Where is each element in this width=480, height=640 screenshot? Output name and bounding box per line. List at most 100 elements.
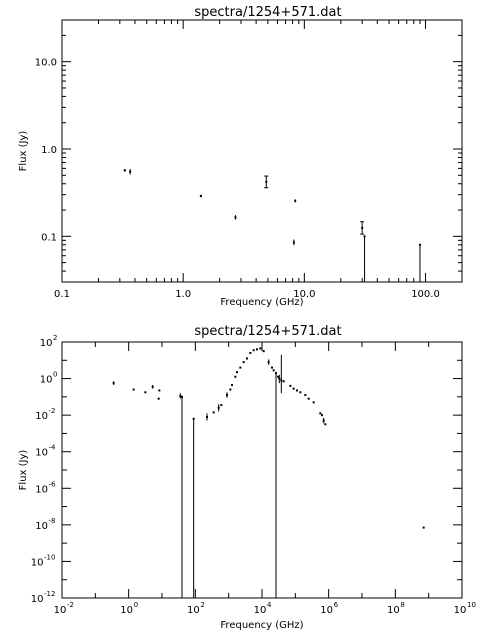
y-tick-exponent: 2 [53,334,57,342]
data-point [239,366,242,369]
chart-top-points [123,169,421,282]
data-point [158,389,161,392]
x-tick-label: 100.0 [411,289,440,300]
data-point [249,351,252,354]
data-point [307,397,310,400]
y-tick-label: 0.1 [41,232,57,243]
chart-top-ylabel: Flux (Jy) [18,131,29,172]
data-point [231,383,233,386]
x-tick-exponent: 0 [134,601,138,609]
chart-bottom-ylabel: Flux (Jy) [18,450,29,491]
y-tick-label: 1.0 [41,145,57,156]
data-point [242,361,245,364]
x-tick-exponent: 6 [334,601,339,609]
chart-bottom: spectra/1254+571.dat 10 -2 10 0 10 2 10 4 10 6 10 8… [18,324,476,631]
y-tick-label: 10 [40,375,53,386]
x-tick-exponent: -2 [67,601,74,609]
data-point [277,375,279,378]
data-point [217,404,220,412]
y-tick-label: 10 [31,557,44,568]
data-point [418,243,421,282]
data-point [294,199,297,203]
data-point [322,417,325,424]
data-point [252,349,255,352]
data-point [220,404,223,407]
data-point [236,371,238,374]
y-tick-label: 10 [35,411,48,422]
data-point [275,372,277,598]
x-tick-label: 10.0 [293,289,315,300]
data-point [271,366,273,369]
y-tick-exponent: -8 [49,517,56,525]
data-point [199,194,202,198]
y-tick-exponent: -4 [49,444,57,452]
data-point [267,359,270,365]
x-tick-exponent: 2 [200,601,204,609]
data-point [289,384,292,387]
data-point [259,347,262,350]
x-tick-label: 10 [54,605,67,616]
x-tick-label: 0.1 [54,289,70,300]
chart-top-xlabel: Frequency (GHz) [220,297,303,308]
chart-bottom-frame [61,341,463,599]
x-tick-label: 10 [254,605,267,616]
data-point [292,387,295,390]
y-tick-exponent: -12 [44,590,55,598]
data-point [304,394,307,397]
y-tick-label: 10 [31,594,44,605]
y-tick-exponent: -2 [49,407,56,415]
x-tick-label: 10 [387,605,400,616]
y-tick-label: 10 [35,448,48,459]
data-point [319,412,322,415]
data-point [132,388,135,391]
y-tick-exponent: 0 [53,371,57,379]
chart-top-ticks: 0.1 1.0 10.0 100.0 0.1 1.0 10.0 [35,19,463,300]
data-point [192,417,195,598]
data-point [321,414,323,417]
data-point [151,384,154,389]
x-tick-exponent: 4 [267,601,272,609]
chart-bottom-title: spectra/1254+571.dat [194,324,341,339]
y-tick-label: 10 [35,521,48,532]
data-point [299,391,302,394]
chart-bottom-points [112,347,425,598]
y-tick-label: 10 [35,484,48,495]
y-tick-label: 10.0 [35,58,57,69]
data-point [282,380,285,383]
data-point [312,401,315,404]
x-tick-label: 10 [454,605,467,616]
data-point [181,395,183,598]
data-point [157,397,160,400]
x-tick-label: 1.0 [175,289,191,300]
data-point [324,423,327,426]
data-point [129,169,132,175]
data-point [280,354,283,394]
data-point [123,169,126,172]
data-point [262,350,265,353]
data-point [206,413,208,421]
x-tick-exponent: 8 [400,601,404,609]
y-tick-exponent: -6 [49,480,57,488]
data-point [229,388,232,391]
data-point [278,374,281,384]
data-point [422,526,425,529]
chart-top-frame [61,19,463,283]
chart-bottom-xlabel: Frequency (GHz) [220,620,303,631]
data-point [360,221,365,235]
data-point [272,369,275,372]
data-point [234,215,237,220]
data-point [112,381,115,385]
data-point [226,392,228,398]
data-point [264,175,269,189]
data-point [212,411,215,414]
chart-top: spectra/1254+571.dat 0.1 1.0 10.0 100.0 0.1 1… [18,5,463,308]
chart-top-title: spectra/1254+571.dat [194,5,341,20]
data-point [246,357,248,360]
data-point [256,348,258,351]
x-tick-label: 10 [120,605,133,616]
data-point [144,391,147,394]
y-tick-label: 10 [40,338,53,349]
data-point [234,375,237,378]
